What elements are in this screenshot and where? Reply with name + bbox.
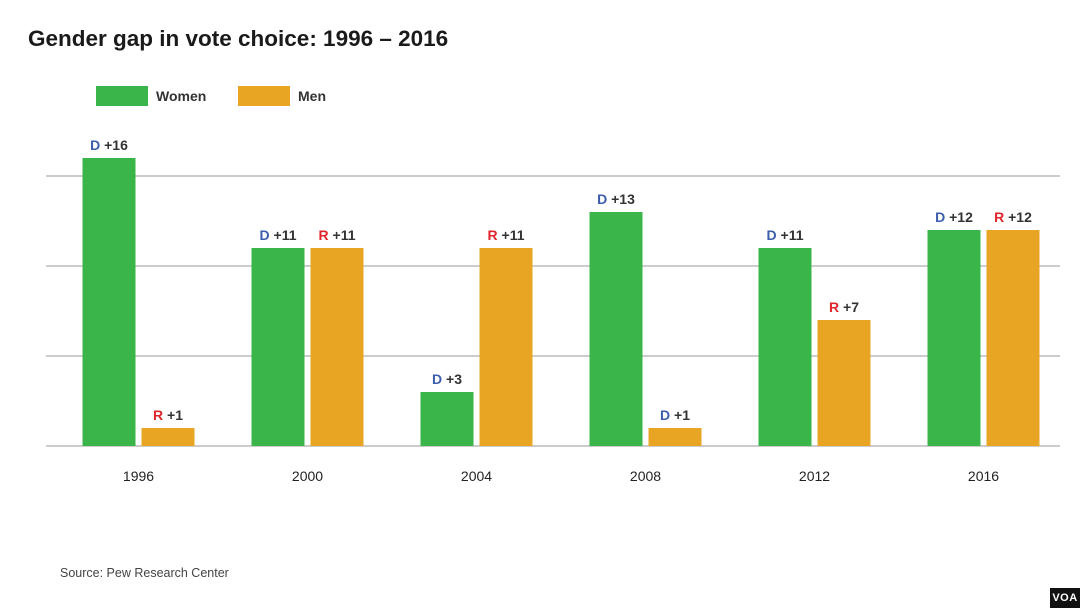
margin-value: +11 <box>329 227 356 243</box>
party-letter: D <box>597 191 607 207</box>
margin-value: +1 <box>670 407 690 423</box>
party-letter: R <box>153 407 163 423</box>
data-label-women-2004: D +3 <box>432 371 462 387</box>
party-letter: D <box>260 227 270 243</box>
margin-value: +3 <box>442 371 462 387</box>
data-label-men-2016: R +12 <box>994 209 1032 225</box>
data-label-women-2016: D +12 <box>935 209 973 225</box>
legend-item-women: Women <box>96 86 206 106</box>
bar-men-2004 <box>479 248 533 446</box>
chart-title: Gender gap in vote choice: 1996 – 2016 <box>28 26 449 51</box>
data-label-women-2008: D +13 <box>597 191 635 207</box>
source-note: Source: Pew Research Center <box>60 566 229 580</box>
data-label-women-1996: D +16 <box>90 137 128 153</box>
legend-label-men: Men <box>298 88 326 104</box>
bar-men-2016 <box>986 230 1040 446</box>
margin-value: +11 <box>777 227 804 243</box>
legend-swatch-men <box>238 86 290 106</box>
data-label-men-1996: R +1 <box>153 407 183 423</box>
party-letter: R <box>488 227 498 243</box>
party-letter: D <box>767 227 777 243</box>
margin-value: +12 <box>945 209 973 225</box>
party-letter: D <box>935 209 945 225</box>
voa-logo: VOA <box>1050 588 1080 608</box>
x-tick-label-2004: 2004 <box>461 468 492 484</box>
x-tick-label-1996: 1996 <box>123 468 154 484</box>
bar-women-2008 <box>589 212 643 446</box>
party-letter: R <box>319 227 329 243</box>
party-letter: R <box>994 209 1004 225</box>
data-label-men-2012: R +7 <box>829 299 859 315</box>
legend-item-men: Men <box>238 86 326 106</box>
bar-women-2016 <box>927 230 981 446</box>
data-label-women-2000: D +11 <box>260 227 297 243</box>
party-letter: R <box>829 299 839 315</box>
party-letter: D <box>432 371 442 387</box>
bar-men-1996 <box>141 428 195 446</box>
x-tick-label-2000: 2000 <box>292 468 323 484</box>
x-tick-label-2012: 2012 <box>799 468 830 484</box>
margin-value: +12 <box>1004 209 1032 225</box>
bar-women-2000 <box>251 248 305 446</box>
margin-value: +13 <box>607 191 635 207</box>
margin-value: +1 <box>163 407 183 423</box>
bar-men-2000 <box>310 248 364 446</box>
data-label-men-2000: R +11 <box>319 227 356 243</box>
party-letter: D <box>90 137 100 153</box>
bar-women-2012 <box>758 248 812 446</box>
margin-value: +7 <box>839 299 859 315</box>
data-label-men-2008: D +1 <box>660 407 690 423</box>
data-label-women-2012: D +11 <box>767 227 804 243</box>
x-tick-label-2016: 2016 <box>968 468 999 484</box>
x-tick-label-2008: 2008 <box>630 468 661 484</box>
margin-value: +11 <box>270 227 297 243</box>
bar-women-2004 <box>420 392 474 446</box>
bar-men-2008 <box>648 428 702 446</box>
party-letter: D <box>660 407 670 423</box>
margin-value: +16 <box>100 137 128 153</box>
margin-value: +11 <box>498 227 525 243</box>
bar-women-1996 <box>82 158 136 446</box>
bar-men-2012 <box>817 320 871 446</box>
legend-swatch-women <box>96 86 148 106</box>
legend-label-women: Women <box>156 88 207 104</box>
data-label-men-2004: R +11 <box>488 227 525 243</box>
